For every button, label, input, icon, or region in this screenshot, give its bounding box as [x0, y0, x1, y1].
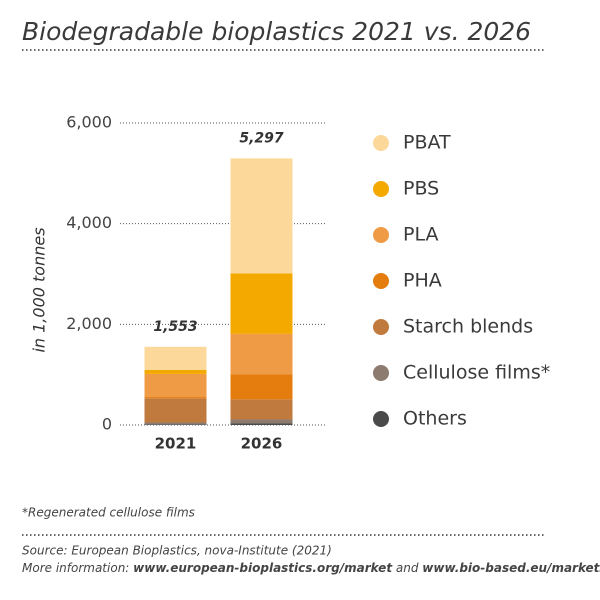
chart-title: Biodegradable bioplastics 2021 vs. 2026 — [22, 17, 531, 46]
total-label: 5,297 — [239, 130, 284, 146]
source: Source: European Bioplastics, nova-Insti… — [22, 544, 332, 558]
bar-segment — [144, 373, 207, 398]
footnote: *Regenerated cellulose films — [22, 506, 195, 520]
y-axis-label: in 1,000 tonnes — [30, 227, 49, 352]
legend-swatch — [373, 319, 389, 335]
y-tick-label: 6,000 — [66, 113, 112, 132]
legend-label: PLA — [403, 224, 438, 246]
legend-swatch — [373, 411, 389, 427]
bar-segment — [144, 398, 207, 423]
legend-swatch — [373, 273, 389, 289]
legend-label: PBS — [403, 178, 439, 200]
bar-segment — [144, 369, 207, 374]
bar-segment — [144, 346, 207, 370]
joiner: and — [396, 561, 419, 575]
x-tick-label: 2026 — [241, 435, 283, 453]
bar-segment — [230, 374, 293, 400]
y-tick-label: 0 — [102, 415, 112, 434]
bar-segment — [144, 397, 207, 399]
bar-segment — [230, 399, 293, 420]
legend-label: Starch blends — [403, 316, 533, 338]
legend-label: Others — [403, 408, 467, 430]
bar-segment — [144, 422, 207, 425]
legend-swatch — [373, 135, 389, 151]
more-info: More information: www.european-bioplasti… — [22, 561, 600, 575]
legend-label: Cellulose films* — [403, 362, 550, 384]
x-tick-label: 2021 — [155, 435, 197, 453]
bar-segment — [230, 423, 293, 425]
total-label: 1,553 — [153, 319, 197, 335]
bar-segment — [230, 419, 293, 424]
bar-segment — [144, 424, 207, 425]
legend-label: PBAT — [403, 132, 451, 154]
legend-label: PHA — [403, 270, 442, 292]
y-tick-label: 2,000 — [66, 314, 112, 333]
bar-segment — [230, 158, 293, 274]
bar-segment — [230, 273, 293, 334]
legend-swatch — [373, 365, 389, 381]
legend-swatch — [373, 181, 389, 197]
bar-segment — [230, 333, 293, 375]
legend-swatch — [373, 227, 389, 243]
link[interactable]: www.bio-based.eu/markets — [422, 561, 600, 575]
more-info-prefix: More information: — [22, 561, 129, 575]
link[interactable]: www.european-bioplastics.org/market — [133, 561, 393, 575]
y-tick-label: 4,000 — [66, 213, 112, 232]
